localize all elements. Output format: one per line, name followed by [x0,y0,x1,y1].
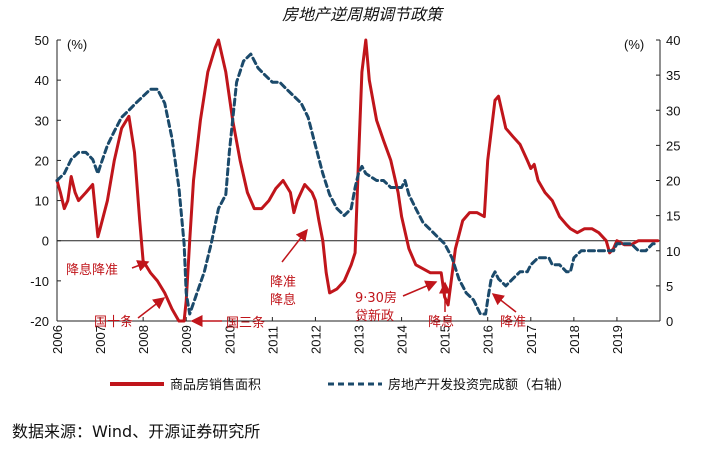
right-tick-label: 5 [666,279,673,294]
right-tick-label: 35 [666,68,680,83]
annotation-arrow [281,228,308,263]
right-tick-label: 25 [666,138,680,153]
x-tick-label: 2010 [222,325,237,354]
annotation-label: 降息 [428,314,454,330]
annotation-label: 降准 [500,315,526,330]
right-tick-label: 10 [666,244,680,259]
annotation-arrow [137,297,166,319]
chart-title: 房地产逆周期调节政策 [282,5,445,24]
left-tick-label: 50 [35,33,49,48]
right-tick-label: 15 [666,209,680,224]
x-tick-label: 2018 [567,325,582,354]
left-tick-label: 10 [35,194,49,209]
right-tick-label: 30 [666,103,680,118]
left-tick-label: -10 [30,274,49,289]
chart-canvas: 房地产逆周期调节政策 50403020100-10-20403530252015… [30,5,680,393]
series-layer [55,38,660,323]
x-tick-label: 2006 [50,325,65,354]
x-tick-label: 2017 [524,325,539,354]
annotation-arrow [402,280,438,297]
right-tick-label: 20 [666,174,680,189]
annotation-label: 贷新政 [355,308,394,324]
source-note: 数据来源：Wind、开源证券研究所 [12,422,261,441]
annotation-arrow [131,260,150,272]
legend-label-investment: 房地产开发投资完成额（右轴） [388,377,570,393]
left-tick-label: 20 [35,153,49,168]
right-tick-label: 40 [666,33,680,48]
left-tick-label: 40 [35,73,49,88]
right-tick-label: 0 [666,314,673,329]
annotation-label: 降息 [270,292,296,308]
x-tick-label: 2016 [481,325,496,354]
annotation-label: 降准 [270,275,296,290]
x-tick-label: 2015 [438,325,453,354]
left-unit-label: (%) [67,37,87,52]
x-tick-label: 2014 [395,325,410,354]
annotation-label: 国十条 [94,314,133,330]
x-tick-label: 2019 [610,325,625,354]
x-tick-label: 2011 [265,326,280,354]
x-tick-label: 2012 [308,325,323,354]
left-tick-label: 30 [35,113,49,128]
annotation-arrow [491,293,517,313]
legend-label-sales: 商品房销售面积 [170,377,261,393]
right-unit-label: (%) [624,37,644,52]
legend: 商品房销售面积 房地产开发投资完成额（右轴） [110,377,570,393]
left-tick-label: 0 [42,234,49,249]
annotation-label: 9·30房 [355,290,397,306]
annotation-label: 降息降准 [66,262,118,278]
x-tick-label: 2009 [179,325,194,354]
x-tick-label: 2008 [136,325,151,354]
series-investment-line [55,52,660,316]
x-tick-label: 2007 [93,325,108,354]
x-tick-label: 2013 [352,325,367,354]
annotation-label: 国三条 [226,315,265,331]
left-tick-label: -20 [30,314,49,329]
